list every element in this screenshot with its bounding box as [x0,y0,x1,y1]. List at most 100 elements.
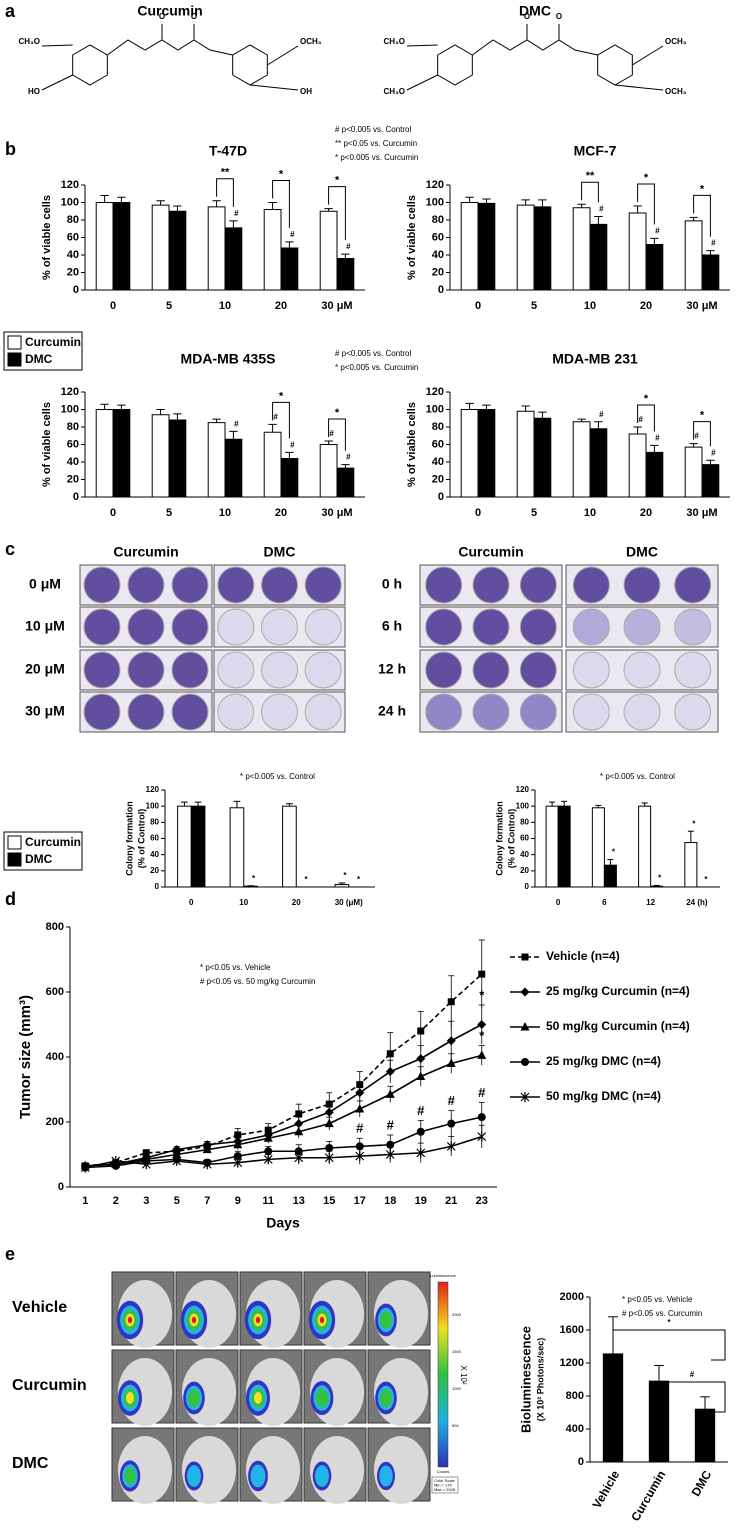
legend-label: DMC [25,352,53,366]
x-tick-label: 5 [174,1195,180,1207]
x-tick-label: 2 [113,1195,119,1207]
significance-bracket [272,180,290,228]
signal [315,1388,329,1408]
series-line [85,1135,482,1169]
bond [632,45,664,66]
bar [151,204,170,291]
y-tick-label: 60 [67,438,79,450]
note: # p<0.005 vs. Control [335,349,411,358]
significance-marker: # [711,239,716,248]
signal [255,1316,261,1324]
well [261,566,298,604]
x-tick-label: 20 [275,507,287,519]
x-tick-label: 20 [640,507,652,519]
error-bar [689,216,698,221]
bar [280,247,299,291]
bond [406,74,438,91]
plate-row-label: 30 μM [25,703,65,719]
chain [107,39,233,56]
error-bar [100,195,109,203]
y-tick-label: 0 [578,1456,584,1468]
x-tick-label: 12 [646,898,655,907]
point [233,1139,243,1149]
point [294,1119,304,1129]
point [385,1067,395,1077]
x-tick-label: 10 [239,898,248,907]
signal [191,1316,197,1324]
significance-marker: * [252,874,256,883]
ring [437,44,473,86]
significance-marker: # [273,412,278,421]
bar [533,206,552,291]
error-bar [577,418,586,422]
x-tick-label: 20 [640,300,652,312]
y-tick-label: 120 [516,785,530,794]
well [304,693,342,731]
well [623,608,661,646]
y-tick-label: 20 [67,266,79,278]
error-bar [706,250,715,255]
x-tick-label: Curcumin [628,1468,668,1524]
signal [380,1311,392,1329]
group-label: HO [28,87,40,96]
point [416,1054,426,1064]
x-tick-label: 20 [292,898,301,907]
y-axis-label: (% of Control) [506,809,516,868]
significance-marker: # [417,1103,425,1118]
error-bar [482,198,491,204]
significance-bracket [581,181,599,203]
note: * p<0.05 vs. Vehicle [200,963,271,972]
bar [334,884,350,888]
well [171,608,209,646]
point [447,1119,456,1128]
bar [207,206,226,291]
well [472,651,510,689]
bracket-label: * [279,168,284,180]
bar [572,207,591,291]
imaging-row-label: DMC [12,1455,49,1472]
significance-marker: # [346,453,351,462]
legend-label: Vehicle (n=4) [546,949,620,963]
point [355,1088,365,1098]
error-bar [117,404,126,410]
y-axis-label: Bioluminescence [518,1326,533,1433]
bond [267,45,299,66]
bar [684,842,698,888]
group-label: CH₃O [384,37,405,46]
plate-row-label: 12 h [378,661,406,677]
well [674,651,712,689]
well [304,608,342,646]
well [623,566,661,604]
point [521,953,529,961]
bond [614,84,664,91]
significance-marker: # [356,1121,364,1136]
bar [694,1408,716,1463]
bar [319,444,338,498]
x-tick-label: 1 [82,1195,88,1207]
significance-marker: # [599,410,604,419]
chart-title: MCF-7 [574,143,617,159]
signal [127,1316,133,1324]
bar [603,864,617,888]
point [142,1149,150,1157]
well [425,608,463,646]
y-tick-label: 0 [525,882,530,891]
error-bar [687,830,694,843]
point [324,1152,334,1163]
error-bar [465,402,474,410]
well [261,693,298,731]
point [416,1071,426,1080]
y-axis-label: % of viable cells [41,195,53,280]
y-tick-label: 60 [67,231,79,243]
scale-tick: 1000 [452,1386,462,1391]
y-tick-label: 20 [432,473,444,485]
significance-marker: # [711,448,716,457]
bar [151,414,170,498]
point [477,1050,487,1059]
error-bar [594,421,603,429]
point [294,1152,304,1163]
y-tick-label: 20 [432,266,444,278]
legend-label: 25 mg/kg Curcumin (n=4) [546,984,690,998]
bar [95,409,114,498]
y-tick-label: 100 [61,196,79,208]
